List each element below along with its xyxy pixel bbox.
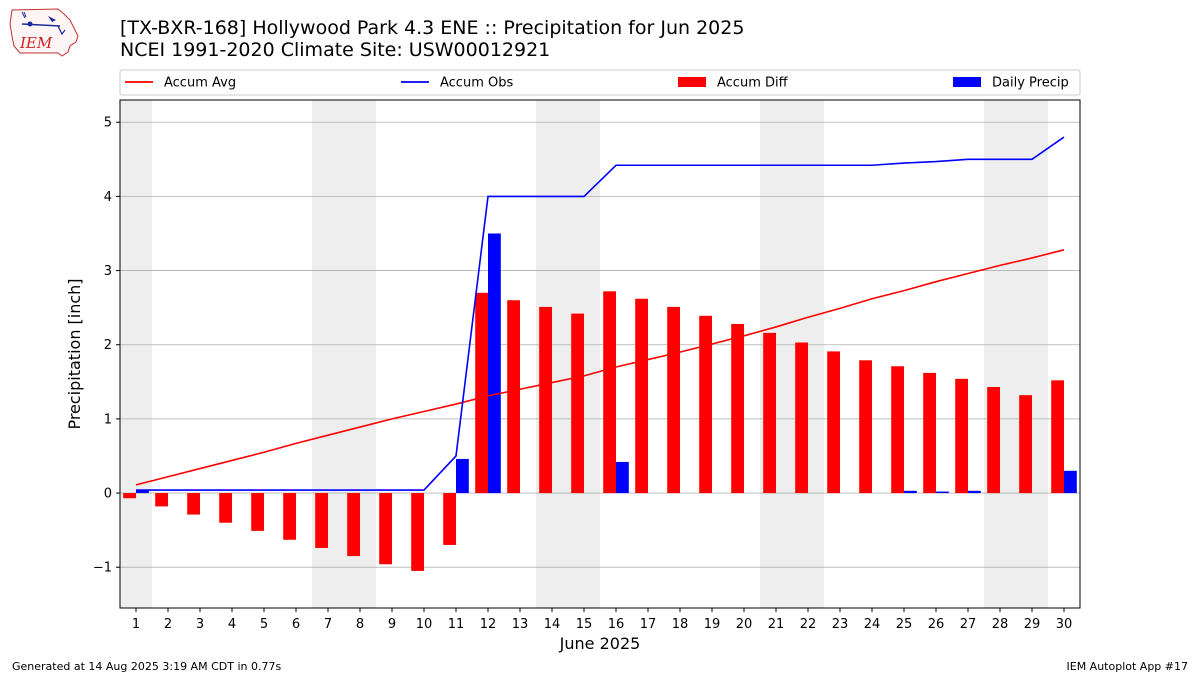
accum-diff-bar <box>1051 380 1064 494</box>
accum-avg-line <box>135 249 1065 486</box>
daily-precip-bar <box>936 491 949 494</box>
x-tick-label: 5 <box>260 617 268 632</box>
accum-diff-bar <box>667 306 680 494</box>
legend-label: Daily Precip <box>992 76 1069 91</box>
plot-marks <box>123 136 1077 571</box>
accum-diff-bar <box>507 300 520 494</box>
accum-diff-bar <box>891 366 904 494</box>
accum-diff-bar <box>155 493 168 507</box>
x-tick-label: 2 <box>164 617 172 632</box>
x-tick-label: 8 <box>356 617 364 632</box>
iem-logo: IEM <box>9 8 79 57</box>
y-tick-label: 1 <box>104 412 112 427</box>
x-tick-label: 18 <box>672 617 689 632</box>
accum-diff-bar <box>315 493 328 548</box>
accum-diff-bar <box>923 372 936 494</box>
x-tick-label: 3 <box>196 617 204 632</box>
y-tick-label: 2 <box>104 338 112 353</box>
accum-diff-bar <box>635 298 648 494</box>
legend-swatch-bar <box>953 77 981 87</box>
accum-diff-bar <box>795 342 808 494</box>
x-tick-label: 17 <box>640 617 657 632</box>
x-axis-label: June 2025 <box>559 634 641 653</box>
accum-diff-bar <box>571 313 584 494</box>
daily-precip-bar <box>616 461 629 494</box>
x-tick-label: 26 <box>928 617 945 632</box>
x-tick-label: 10 <box>416 617 433 632</box>
accum-diff-bar <box>347 493 360 557</box>
chart-title: [TX-BXR-168] Hollywood Park 4.3 ENE :: P… <box>120 17 745 39</box>
accum-diff-bar <box>283 493 296 540</box>
daily-precip-bar <box>904 490 917 494</box>
chart-subtitle: NCEI 1991-2020 Climate Site: USW00012921 <box>120 39 551 61</box>
accum-diff-bar <box>859 360 872 494</box>
daily-precip-bar <box>488 233 501 494</box>
footer-app-label: IEM Autoplot App #17 <box>1066 660 1189 673</box>
x-tick-label: 20 <box>736 617 753 632</box>
legend-label: Accum Diff <box>717 76 789 91</box>
accum-diff-bar <box>187 493 200 515</box>
x-tick-label: 16 <box>608 617 625 632</box>
weekend-shade-1 <box>120 100 152 608</box>
daily-precip-bar <box>456 458 469 494</box>
daily-precip-bar <box>136 490 149 494</box>
accum-diff-bar <box>219 493 232 523</box>
legend-label: Accum Avg <box>164 76 236 91</box>
accum-diff-bar <box>955 378 968 494</box>
x-tick-label: 28 <box>992 617 1009 632</box>
x-tick-label: 7 <box>324 617 332 632</box>
accum-diff-bar <box>731 323 744 494</box>
accum-diff-bar <box>379 493 392 565</box>
x-tick-label: 27 <box>960 617 977 632</box>
x-tick-label: 12 <box>480 617 497 632</box>
accum-diff-bar <box>443 493 456 545</box>
x-tick-label: 6 <box>292 617 300 632</box>
daily-precip-bar <box>968 490 981 494</box>
x-tick-label: 13 <box>512 617 529 632</box>
accum-diff-bar <box>123 493 136 499</box>
x-tick-label: 23 <box>832 617 849 632</box>
accum-diff-bar <box>987 387 1000 494</box>
plot-frame <box>119 99 1081 609</box>
x-tick-label: 19 <box>704 617 721 632</box>
accum-diff-bar <box>827 351 840 494</box>
accum-diff-bar <box>763 332 776 494</box>
x-tick-label: 4 <box>228 617 236 632</box>
y-axis-label: Precipitation [inch] <box>65 278 84 429</box>
accum-diff-bar <box>411 493 424 571</box>
x-tick-label: 30 <box>1056 617 1073 632</box>
x-tick-label: 29 <box>1024 617 1041 632</box>
y-tick-label: 3 <box>104 264 112 279</box>
x-tick-label: 24 <box>864 617 881 632</box>
accum-diff-bar <box>1019 395 1032 494</box>
x-tick-label: 15 <box>576 617 593 632</box>
x-tick-label: 22 <box>800 617 817 632</box>
x-tick-label: 14 <box>544 617 561 632</box>
x-tick-label: 11 <box>448 617 465 632</box>
x-tick-label: 9 <box>388 617 396 632</box>
accum-diff-bar <box>475 292 488 494</box>
accum-diff-bar <box>251 493 264 531</box>
y-tick-label: 5 <box>104 116 112 131</box>
iem-logo-text: IEM <box>19 34 53 52</box>
footer-generated-text: Generated at 14 Aug 2025 3:19 AM CDT in … <box>12 660 282 673</box>
weekend-shade-5 <box>984 100 1048 608</box>
x-tick-label: 25 <box>896 617 913 632</box>
y-tick-label: −1 <box>93 561 112 576</box>
y-tick-label: 4 <box>104 190 112 205</box>
x-tick-label: 21 <box>768 617 785 632</box>
accum-diff-bar <box>539 306 552 494</box>
y-tick-label: 0 <box>104 487 112 502</box>
accum-diff-bar <box>699 315 712 494</box>
accum-diff-bar <box>603 291 616 494</box>
legend-label: Accum Obs <box>440 76 513 91</box>
legend-box <box>119 69 1081 96</box>
x-tick-label: 1 <box>132 617 140 632</box>
daily-precip-bar <box>1064 470 1077 494</box>
accum-obs-line <box>136 136 1065 491</box>
legend-swatch-bar <box>678 77 706 87</box>
